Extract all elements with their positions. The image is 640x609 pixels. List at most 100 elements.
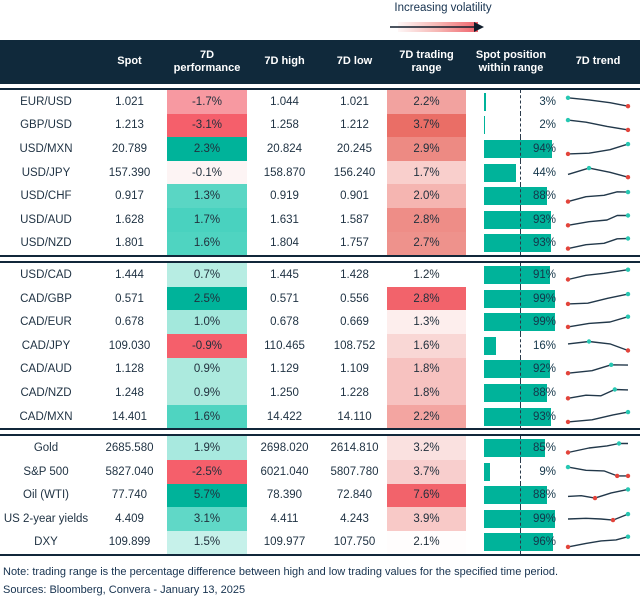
header-7d-trend: 7D trend	[575, 55, 621, 68]
low-value: 2614.810	[330, 442, 379, 455]
table-row: USD/AUD 1.628 1.7% 1.631 1.587 2.8% 93%	[0, 207, 640, 232]
volatility-legend-label: Increasing volatility	[394, 2, 492, 14]
spot-value: 109.030	[108, 339, 151, 352]
performance-cell: -0.1%	[167, 160, 247, 185]
position-value: 44%	[532, 166, 556, 179]
position-value: 88%	[532, 190, 556, 203]
trading-range-cell: 3.7%	[387, 113, 466, 138]
trading-range-cell: 3.7%	[387, 459, 466, 484]
spot-value: 4.409	[115, 512, 144, 525]
position-track: 93%	[484, 207, 556, 232]
spot-value: 14.401	[111, 410, 148, 423]
position-value: 99%	[532, 512, 556, 525]
position-bar	[484, 187, 548, 206]
low-value: 0.556	[340, 292, 369, 305]
position-track: 93%	[484, 231, 556, 256]
performance-cell: 2.5%	[167, 286, 247, 311]
table-body: EUR/USD 1.021 -1.7% 1.044 1.021 2.2% 3% …	[0, 88, 640, 560]
position-track: 91%	[484, 262, 556, 287]
spot-position-cell: 88%	[466, 184, 556, 209]
position-track: 44%	[484, 160, 556, 185]
position-track: 9%	[484, 459, 556, 484]
right-arrow-icon	[390, 22, 484, 32]
position-bar	[484, 289, 556, 308]
trading-range-cell: 1.8%	[387, 357, 466, 382]
spot-value: 1.021	[115, 95, 144, 108]
trading-range-cell: 2.2%	[387, 404, 466, 429]
low-value: 4.243	[340, 512, 369, 525]
position-track: 2%	[484, 113, 556, 138]
instrument-label: EUR/USD	[20, 95, 72, 108]
spot-position-cell: 3%	[466, 89, 556, 114]
trend-sparkline	[556, 381, 640, 405]
high-value: 109.977	[263, 536, 306, 549]
trend-sparkline	[556, 405, 640, 429]
trend-sparkline	[556, 310, 640, 334]
trading-range-cell: 2.0%	[387, 184, 466, 208]
trend-sparkline	[556, 460, 640, 484]
spot-value: 157.390	[108, 166, 151, 179]
position-value: 99%	[532, 316, 556, 329]
low-value: 5807.780	[330, 465, 379, 478]
table-row: DXY 109.899 1.5% 109.977 107.750 2.1% 96…	[0, 530, 640, 555]
volatility-gradient-bar	[388, 20, 498, 34]
position-bar	[484, 116, 486, 135]
midpoint-dashed-line	[520, 310, 521, 335]
midpoint-dashed-line	[520, 286, 521, 311]
midpoint-dashed-line	[520, 207, 521, 232]
table-row: S&P 500 5827.040 -2.5% 6021.040 5807.780…	[0, 459, 640, 484]
position-bar	[484, 360, 551, 379]
spot-position-cell: 88%	[466, 483, 556, 508]
spot-value: 1.444	[115, 268, 144, 281]
position-value: 93%	[532, 237, 556, 250]
position-value: 96%	[532, 536, 556, 549]
instrument-label: CAD/MXN	[19, 410, 73, 423]
low-value: 1.228	[340, 386, 369, 399]
performance-cell: 3.1%	[167, 507, 247, 531]
instrument-label: USD/CHF	[20, 190, 72, 203]
instrument-label: GBP/USD	[20, 119, 72, 132]
trend-sparkline	[556, 161, 640, 185]
midpoint-dashed-line	[520, 506, 521, 531]
position-value: 9%	[539, 465, 556, 478]
low-value: 14.110	[337, 410, 372, 423]
position-value: 88%	[532, 386, 556, 399]
table-row: USD/JPY 157.390 -0.1% 158.870 156.240 1.…	[0, 160, 640, 185]
high-value: 1.129	[270, 363, 299, 376]
high-value: 1.044	[270, 95, 299, 108]
position-value: 3%	[539, 95, 556, 108]
header-7d-performance: 7D performance	[173, 48, 241, 74]
high-value: 0.678	[270, 316, 299, 329]
position-bar	[484, 407, 551, 426]
trend-sparkline	[556, 263, 640, 287]
instrument-label: USD/MXN	[19, 142, 73, 155]
midpoint-dashed-line	[520, 184, 521, 209]
high-value: 110.465	[264, 339, 305, 352]
trading-range-cell: 2.8%	[387, 207, 466, 232]
performance-cell: -0.9%	[167, 333, 247, 358]
performance-cell: 2.3%	[167, 137, 247, 161]
performance-cell: 1.0%	[167, 310, 247, 334]
midpoint-dashed-line	[520, 483, 521, 508]
trading-range-cell: 3.2%	[387, 436, 466, 460]
trading-range-cell: 3.9%	[387, 507, 466, 531]
position-track: 88%	[484, 184, 556, 209]
spot-position-cell: 9%	[466, 459, 556, 484]
spot-value: 109.899	[108, 536, 151, 549]
position-bar	[484, 383, 548, 402]
performance-cell: 0.9%	[167, 357, 247, 382]
performance-cell: 1.6%	[167, 404, 247, 429]
table-row: CAD/MXN 14.401 1.6% 14.422 14.110 2.2% 9…	[0, 404, 640, 429]
position-bar	[484, 163, 516, 182]
spot-position-cell: 96%	[466, 530, 556, 555]
midpoint-dashed-line	[520, 530, 521, 555]
spot-value: 2685.580	[105, 442, 154, 455]
instrument-label: CAD/JPY	[21, 339, 71, 352]
position-bar	[484, 336, 496, 355]
position-value: 94%	[532, 142, 556, 155]
table-row: EUR/USD 1.021 -1.7% 1.044 1.021 2.2% 3%	[0, 89, 640, 114]
midpoint-dashed-line	[520, 262, 521, 287]
position-track: 96%	[484, 530, 556, 555]
high-value: 20.824	[266, 142, 303, 155]
spot-position-cell: 88%	[466, 380, 556, 405]
